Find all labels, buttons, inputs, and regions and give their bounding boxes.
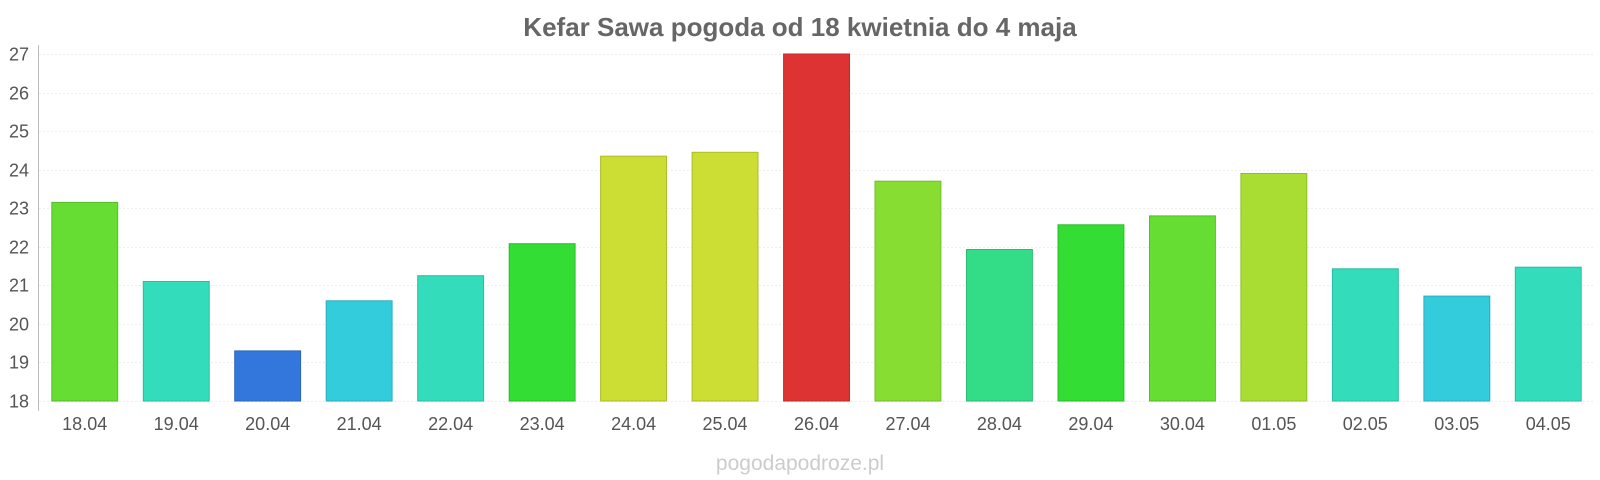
y-tick-label: 23 — [9, 199, 29, 219]
bar-03.05 — [1423, 295, 1491, 402]
x-tick-label: 01.05 — [1251, 414, 1296, 434]
x-tick-label: 28.04 — [977, 414, 1022, 434]
bar-18.04 — [51, 201, 119, 402]
bar-28.04 — [966, 249, 1033, 402]
bar-30.04 — [1149, 215, 1216, 402]
x-tick-label: 20.04 — [245, 414, 290, 434]
x-tick-label: 24.04 — [611, 414, 656, 434]
bar-24.04 — [600, 155, 667, 402]
bar-29.04 — [1057, 224, 1125, 402]
x-tick-label: 25.04 — [702, 414, 747, 434]
bar-20.04 — [234, 350, 302, 402]
bar-27.04 — [874, 180, 942, 402]
bar-26.04 — [783, 53, 850, 402]
y-tick-label: 21 — [9, 276, 29, 296]
x-axis-ticks: 18.04 19.04 20.04 21.04 22.04 23.04 24.04 25.04… — [62, 414, 1571, 434]
y-axis-ticks: 18 19 20 21 22 23 24 25 26 27 — [9, 45, 29, 412]
y-tick-label: 20 — [9, 315, 29, 335]
y-tick-label: 24 — [9, 161, 29, 181]
x-tick-label: 23.04 — [520, 414, 565, 434]
bar-02.05 — [1331, 268, 1399, 402]
bars — [51, 53, 1582, 402]
x-tick-label: 03.05 — [1434, 414, 1479, 434]
bar-19.04 — [142, 281, 210, 402]
x-tick-label: 27.04 — [885, 414, 930, 434]
bar-22.04 — [417, 275, 485, 402]
chart-title: Kefar Sawa pogoda od 18 kwietnia do 4 ma… — [523, 12, 1077, 42]
y-tick-label: 19 — [9, 353, 29, 373]
x-tick-label: 19.04 — [154, 414, 199, 434]
x-tick-label: 22.04 — [428, 414, 473, 434]
x-tick-label: 02.05 — [1343, 414, 1388, 434]
bar-01.05 — [1240, 173, 1308, 402]
x-tick-label: 18.04 — [62, 414, 107, 434]
x-tick-label: 30.04 — [1160, 414, 1205, 434]
watermark: pogodapodroze.pl — [716, 452, 884, 475]
y-tick-label: 18 — [9, 392, 29, 412]
x-tick-label: 04.05 — [1526, 414, 1571, 434]
bar-21.04 — [325, 300, 393, 402]
y-tick-label: 27 — [9, 45, 29, 65]
x-tick-label: 26.04 — [794, 414, 839, 434]
bar-04.05 — [1514, 266, 1582, 402]
y-tick-label: 25 — [9, 122, 29, 142]
x-tick-label: 29.04 — [1068, 414, 1113, 434]
y-tick-label: 22 — [9, 238, 29, 258]
x-tick-label: 21.04 — [337, 414, 382, 434]
bar-23.04 — [508, 243, 576, 402]
bar-25.04 — [691, 151, 759, 402]
y-tick-label: 26 — [9, 84, 29, 104]
